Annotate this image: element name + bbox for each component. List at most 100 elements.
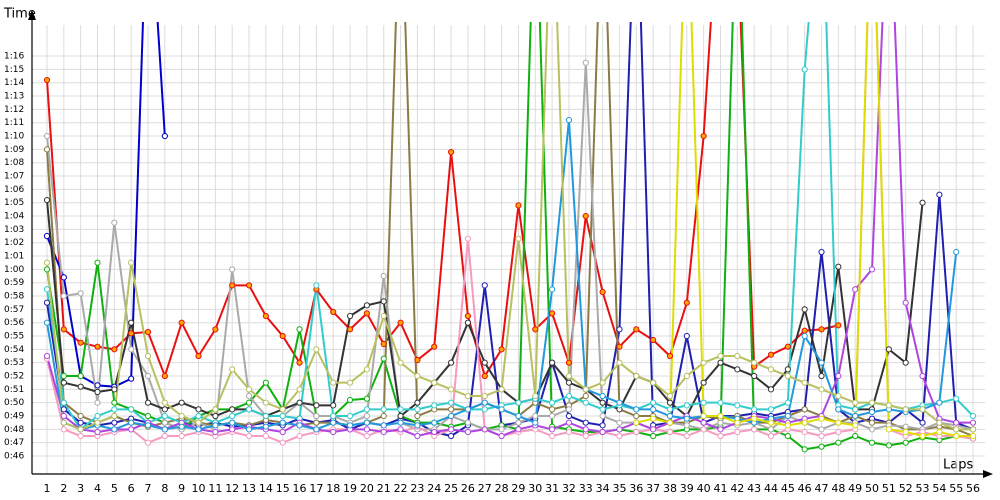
- data-point: [683, 402, 690, 409]
- x-tick-label: 2: [60, 482, 67, 495]
- data-point: [161, 426, 168, 433]
- series-line: [46, 22, 166, 388]
- x-tick-label: 23: [410, 482, 424, 495]
- data-point: [582, 399, 589, 406]
- data-point: [77, 290, 84, 297]
- data-point: [717, 399, 724, 406]
- data-point: [464, 312, 472, 320]
- data-point: [902, 439, 909, 446]
- data-point: [313, 412, 320, 420]
- y-tick-label: 1:01: [4, 252, 24, 262]
- data-point: [363, 426, 370, 433]
- x-tick-label: 24: [427, 482, 441, 495]
- data-point: [431, 379, 438, 386]
- y-tick-label: 1:07: [4, 172, 24, 182]
- data-point: [784, 412, 791, 420]
- data-point: [380, 422, 387, 429]
- data-point: [683, 372, 690, 380]
- x-tick-label: 16: [293, 482, 307, 495]
- data-point: [43, 76, 51, 84]
- data-point: [330, 419, 337, 426]
- y-tick-label: 1:05: [4, 198, 24, 208]
- x-tick-label: 20: [360, 482, 374, 495]
- data-point: [279, 406, 286, 413]
- data-point: [464, 406, 472, 413]
- data-point: [734, 419, 741, 426]
- data-point: [144, 372, 152, 380]
- data-point: [784, 343, 791, 350]
- data-point: [94, 388, 101, 396]
- data-point: [565, 372, 573, 380]
- x-tick-label: 34: [596, 482, 610, 495]
- data-point: [313, 402, 320, 409]
- data-point: [397, 406, 404, 413]
- data-point: [464, 419, 472, 426]
- data-point: [279, 419, 286, 426]
- data-point: [229, 282, 236, 289]
- x-tick-label: 32: [562, 482, 576, 495]
- x-tick-label: 14: [259, 482, 273, 495]
- data-point: [43, 286, 51, 293]
- data-point: [195, 406, 202, 413]
- data-point: [447, 359, 455, 366]
- data-point: [650, 399, 657, 406]
- x-tick-label: 22: [394, 482, 408, 495]
- data-point: [161, 372, 168, 380]
- data-point: [700, 412, 707, 420]
- data-point: [346, 412, 354, 420]
- data-point: [229, 419, 236, 426]
- data-point: [60, 326, 67, 333]
- x-tick-label: 55: [949, 482, 963, 495]
- y-tick-label: 1:15: [4, 65, 24, 75]
- data-point: [532, 326, 539, 333]
- data-point: [835, 322, 842, 329]
- y-tick-label: 1:16: [4, 52, 24, 62]
- data-point: [363, 395, 370, 402]
- data-point: [481, 372, 488, 380]
- data-point: [515, 202, 522, 209]
- data-point: [178, 412, 185, 420]
- data-point: [380, 312, 387, 320]
- data-point: [363, 406, 370, 413]
- data-point: [599, 406, 606, 413]
- data-point: [633, 428, 640, 436]
- x-tick-label: 31: [545, 482, 559, 495]
- data-point: [885, 346, 892, 353]
- data-point: [767, 386, 775, 393]
- data-point: [212, 428, 219, 436]
- data-point: [111, 406, 118, 413]
- y-tick-label: 0:49: [4, 412, 24, 422]
- data-point: [953, 248, 960, 256]
- data-point: [633, 406, 640, 413]
- data-point: [481, 399, 488, 406]
- data-point: [43, 266, 51, 273]
- data-point: [60, 412, 67, 420]
- data-point: [532, 419, 539, 426]
- data-point: [885, 426, 892, 433]
- data-point: [936, 428, 943, 436]
- data-point: [902, 428, 909, 436]
- data-point: [397, 359, 404, 366]
- series-line: [45, 22, 974, 451]
- data-point: [279, 412, 286, 420]
- y-tick-label: 0:48: [4, 425, 24, 435]
- data-point: [801, 332, 808, 340]
- x-tick-label: 21: [377, 482, 391, 495]
- data-point: [582, 392, 589, 400]
- data-point: [77, 426, 84, 433]
- data-point: [60, 419, 67, 426]
- data-point: [666, 406, 674, 413]
- x-tick-label: 33: [579, 482, 593, 495]
- data-point: [549, 412, 556, 420]
- data-point: [616, 343, 623, 350]
- data-point: [178, 319, 185, 326]
- y-axis-title: Time: [3, 7, 36, 22]
- data-point: [447, 386, 455, 393]
- data-point: [700, 426, 707, 433]
- data-point: [245, 432, 253, 440]
- data-point: [734, 428, 741, 436]
- x-tick-label: 13: [242, 482, 256, 495]
- data-point: [60, 399, 67, 406]
- data-point: [549, 432, 556, 440]
- data-point: [77, 383, 84, 390]
